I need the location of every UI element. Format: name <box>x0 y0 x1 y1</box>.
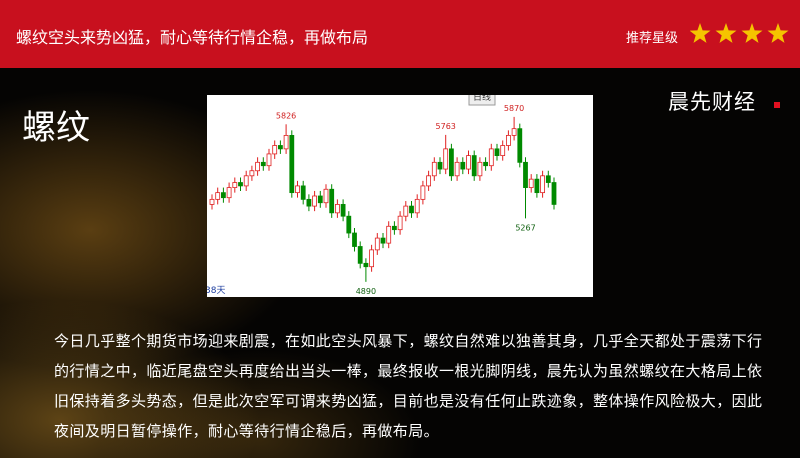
candle-body <box>466 155 471 170</box>
x-label: 38天 <box>207 286 225 296</box>
candle-body <box>260 161 266 167</box>
candle-body <box>545 175 551 183</box>
candle-body <box>329 188 335 214</box>
candle-body <box>226 187 232 199</box>
candle-body <box>317 195 323 204</box>
candle-body <box>483 161 489 167</box>
candle-body <box>220 192 226 199</box>
candle-body <box>477 161 483 177</box>
extreme-label: 4890 <box>356 287 376 296</box>
candle-body <box>232 182 238 188</box>
rating-stars <box>690 23 789 43</box>
extreme-label: 5870 <box>504 104 524 113</box>
star <box>690 23 711 43</box>
star <box>715 23 737 43</box>
candle-body <box>346 215 352 234</box>
candle-body <box>448 148 454 177</box>
candle-body <box>523 161 528 188</box>
candle-body <box>300 185 306 200</box>
candle-body <box>289 135 295 194</box>
candle-body <box>511 128 517 136</box>
candle-body <box>283 135 289 150</box>
extreme-label: 5826 <box>276 111 296 120</box>
header-title: 螺纹空头来势凶猛，耐心等待行情企稳，再做布局 <box>16 28 369 47</box>
candle-body <box>517 128 523 163</box>
period-button-label[interactable]: 日线 <box>473 95 491 103</box>
candle-body <box>306 198 312 207</box>
candle-body <box>494 148 500 156</box>
brand: 晨先财经 <box>668 90 756 114</box>
candle-body <box>374 237 380 251</box>
candle-body <box>454 161 460 177</box>
candle-body <box>431 161 437 177</box>
candle-body <box>426 175 432 187</box>
candle-body <box>443 148 449 170</box>
extreme-label: 5267 <box>515 223 535 232</box>
candle-body <box>403 205 409 217</box>
candle-body <box>357 246 363 264</box>
rating-label: 推荐星级 <box>626 31 679 46</box>
chart-bg <box>207 95 593 297</box>
candle-body <box>243 175 249 187</box>
candle-body <box>340 204 346 217</box>
star <box>741 23 763 43</box>
candle-body <box>249 170 255 177</box>
candle-body <box>255 161 260 172</box>
candle-body <box>386 225 392 244</box>
candle-body <box>323 188 329 204</box>
extreme-label: 5763 <box>436 122 456 131</box>
candle-body <box>369 249 375 268</box>
candle-body <box>505 135 511 146</box>
candle-body <box>551 182 557 205</box>
candle-body <box>409 205 414 214</box>
candle-body <box>528 178 534 188</box>
candle-body <box>209 198 215 205</box>
candle-body <box>420 185 426 200</box>
candle-body <box>334 204 340 214</box>
candle-body <box>414 198 420 214</box>
candle-body <box>391 225 397 231</box>
candle-body <box>272 145 278 155</box>
period-button[interactable] <box>468 95 496 106</box>
candle-body <box>460 161 466 170</box>
body-text: 今日几乎整个期货市场迎来剧震，在如此空头风暴下，螺纹自然难以独善其身，几乎全天都… <box>54 332 763 440</box>
brand-dot <box>774 102 780 108</box>
candle-body <box>500 145 506 157</box>
chart: 日线 38天 5826 5763 5870 4890 5267 <box>207 95 593 297</box>
candle-body <box>437 161 443 170</box>
header-bar <box>0 0 800 68</box>
star <box>767 23 789 43</box>
candle-body <box>380 237 386 244</box>
candle-body <box>238 182 243 187</box>
candle-body <box>540 175 546 194</box>
candle-body <box>266 153 272 167</box>
section-title: 螺纹 <box>22 108 90 148</box>
candle-body <box>312 195 317 207</box>
candle-body <box>534 178 540 194</box>
candle-body <box>352 232 357 247</box>
candle-body <box>397 215 403 231</box>
candle-body <box>488 148 494 167</box>
candle-body <box>278 145 283 150</box>
candle-body <box>215 192 221 200</box>
candle-body <box>363 262 369 268</box>
candle-body <box>295 185 300 194</box>
candle-body <box>471 155 477 177</box>
